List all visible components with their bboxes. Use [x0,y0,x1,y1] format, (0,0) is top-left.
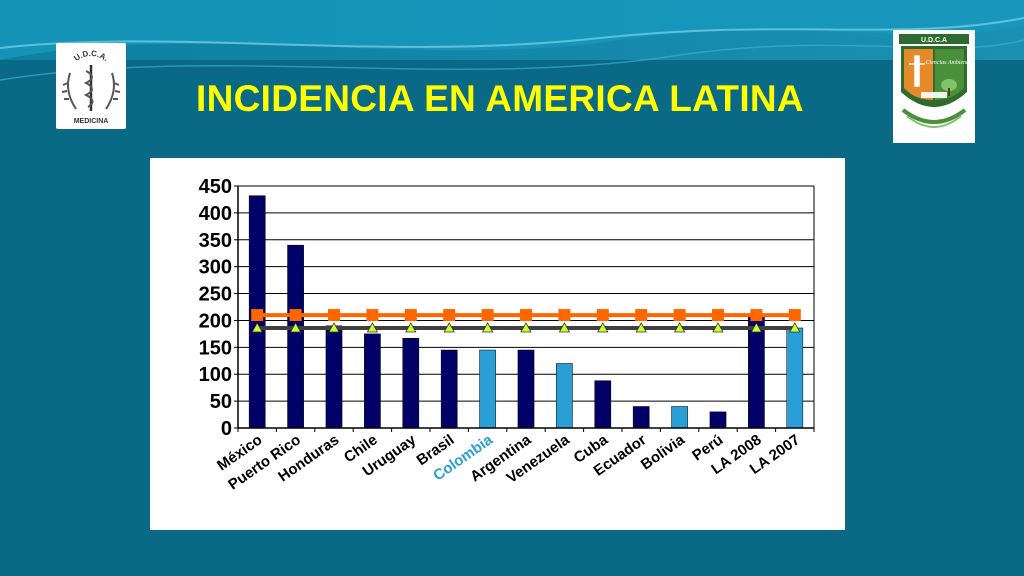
header-wave-decoration [0,0,1024,120]
y-tick-label: 50 [210,391,232,413]
bar-brasil [440,349,458,429]
logo-right-side-text: Ciencias Ambiental [925,60,972,66]
logo-left-bottom-text: MEDICINA [74,118,109,125]
y-tick-label: 150 [199,337,232,359]
reference-marker-square [673,309,686,322]
reference-marker-square [635,309,648,322]
medicine-logo: U.D.C.A. MEDICINA [56,43,126,129]
chart-canvas: 050100150200250300350400450MéxicoPuerto … [199,176,815,494]
incidence-chart: 0 50 100 150 200 250 300 350 400 450 México Puerto … [150,158,845,530]
reference-marker-triangle [328,322,340,333]
y-tick-label: 450 [199,176,232,198]
y-tick-label: 300 [199,257,232,279]
reference-marker-square [520,309,532,322]
reference-marker-square [558,309,571,322]
bar-ecuador [632,406,650,429]
bar-la-2007 [786,327,804,429]
bar-honduras [325,325,343,429]
reference-marker-triangle [520,322,532,333]
reference-marker-triangle [481,322,494,333]
bar-cuba [594,380,612,429]
reference-marker-triangle [251,322,263,333]
reference-marker-square [251,309,264,322]
chart-reference-lines [251,309,801,333]
bar-colombia [479,349,496,429]
y-tick-label: 350 [199,230,232,252]
reference-marker-triangle [558,322,571,333]
y-tick-label: 200 [199,310,232,332]
bar-puerto-rico [287,244,304,429]
logo-right-top-text: U.D.C.A [921,37,947,44]
slide-title: INCIDENCIA EN AMERICA LATINA [196,78,804,119]
bar-bolivia [671,406,688,429]
logo-left-top-text: U.D.C.A. [72,49,110,63]
reference-marker-square [443,309,456,322]
chart-bars [248,195,804,429]
y-tick-label: 250 [199,284,232,306]
y-tick-label: 0 [221,418,232,440]
reference-marker-triangle [712,322,724,333]
reference-marker-triangle [673,322,686,333]
bar-perú [709,411,727,429]
reference-marker-triangle [405,322,417,333]
reference-marker-square [366,309,379,322]
svg-text:U.D.C.A.: U.D.C.A. [72,49,110,63]
reference-marker-square [750,309,763,322]
reference-marker-square [596,309,609,322]
reference-marker-triangle [597,322,609,333]
bar-uruguay [402,337,420,429]
reference-marker-square [712,309,724,322]
reference-marker-square [481,309,494,322]
reference-marker-square [289,309,302,322]
environmental-sciences-logo: U.D.C.A Ciencias Ambiental [893,30,975,143]
reference-marker-square [788,309,801,322]
bar-venezuela [556,363,573,429]
reference-marker-triangle [789,322,801,333]
reference-marker-triangle [366,322,379,333]
y-tick-label: 400 [199,203,232,225]
bar-argentina [517,349,535,429]
reference-marker-square [328,309,340,322]
y-tick-label: 100 [199,364,232,386]
x-tick-label: Bolivia [638,431,689,474]
reference-marker-triangle [635,322,647,333]
reference-marker-triangle [289,322,302,333]
reference-marker-triangle [750,322,763,333]
bar-chile [364,333,381,429]
reference-marker-triangle [443,322,455,333]
reference-marker-square [404,309,417,322]
